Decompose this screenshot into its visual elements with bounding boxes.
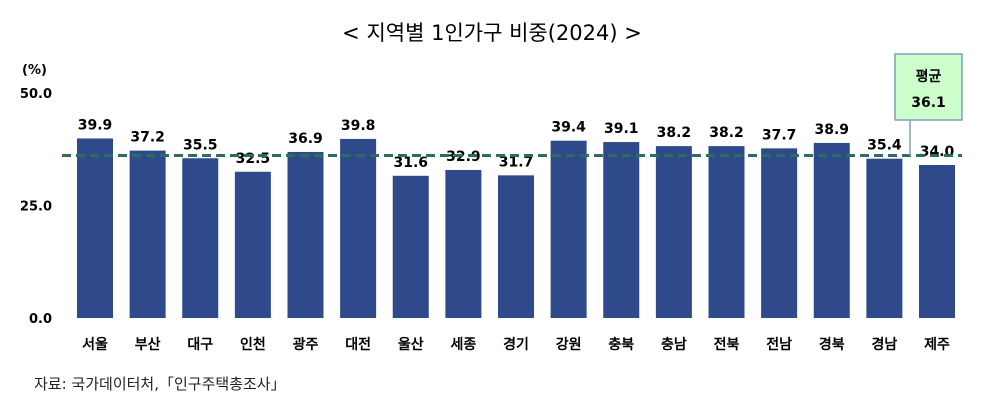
- data-label: 39.1: [604, 121, 639, 137]
- x-tick-label: 부산: [135, 336, 161, 353]
- bar-경기: [498, 175, 534, 318]
- y-tick-label: 50.0: [20, 87, 52, 102]
- bar-제주: [919, 165, 955, 318]
- data-label: 39.8: [341, 118, 376, 134]
- x-tick-label: 경기: [503, 336, 529, 353]
- average-label: 평균: [916, 68, 942, 85]
- x-tick-label: 전북: [714, 336, 740, 353]
- x-tick-label: 울산: [398, 336, 424, 353]
- bar-세종: [445, 169, 482, 318]
- data-label: 38.9: [814, 122, 849, 138]
- y-tick-label: 0.0: [29, 312, 52, 327]
- x-tick-label: 대구: [187, 337, 213, 353]
- data-label: 31.6: [393, 155, 428, 171]
- data-label: 39.4: [551, 120, 586, 136]
- x-tick-label: 경북: [819, 336, 845, 353]
- x-tick-label: 강원: [556, 336, 582, 353]
- x-tick-label: 서울: [82, 336, 108, 353]
- y-axis-unit: (%): [22, 63, 47, 78]
- bar-경남: [866, 158, 903, 318]
- bar-강원: [550, 140, 587, 318]
- bar-대전: [340, 138, 377, 318]
- bar-부산: [129, 150, 166, 318]
- x-tick-label: 광주: [293, 336, 319, 353]
- data-label: 35.5: [183, 137, 218, 153]
- data-label: 37.2: [130, 130, 165, 146]
- bar-대구: [182, 158, 219, 318]
- bar-광주: [287, 151, 324, 318]
- bar-전남: [761, 148, 798, 318]
- chart-title: < 지역별 1인가구 비중(2024) >: [342, 21, 642, 45]
- average-value: 36.1: [911, 95, 946, 111]
- bar-서울: [77, 138, 113, 318]
- x-tick-label: 전남: [766, 336, 792, 353]
- bar-충북: [603, 142, 640, 318]
- data-label: 39.9: [78, 117, 113, 133]
- x-tick-label: 대전: [345, 336, 371, 353]
- bar-울산: [392, 175, 429, 318]
- bar-충남: [655, 146, 692, 318]
- y-tick-label: 25.0: [20, 200, 52, 215]
- source-note: 자료: 국가데이터처,「인구주택총조사」: [34, 375, 286, 393]
- data-label: 38.2: [657, 125, 692, 141]
- data-label: 31.7: [499, 154, 534, 170]
- data-label: 36.9: [288, 131, 323, 147]
- data-label: 32.5: [236, 151, 271, 167]
- x-tick-label: 충남: [661, 336, 687, 353]
- x-tick-label: 인천: [240, 336, 266, 353]
- bar-인천: [234, 171, 271, 318]
- average-callout: [894, 53, 963, 121]
- x-tick-label: 제주: [924, 337, 950, 353]
- bar-경북: [813, 142, 850, 318]
- x-tick-label: 충북: [608, 337, 634, 353]
- data-label: 35.4: [867, 138, 902, 154]
- data-label: 37.7: [762, 127, 797, 143]
- x-tick-label: 경남: [871, 336, 897, 353]
- data-label: 32.9: [446, 149, 481, 165]
- bar-전북: [708, 146, 745, 318]
- data-label: 38.2: [709, 125, 744, 141]
- x-tick-label: 세종: [450, 337, 476, 353]
- data-label: 34.0: [920, 144, 955, 160]
